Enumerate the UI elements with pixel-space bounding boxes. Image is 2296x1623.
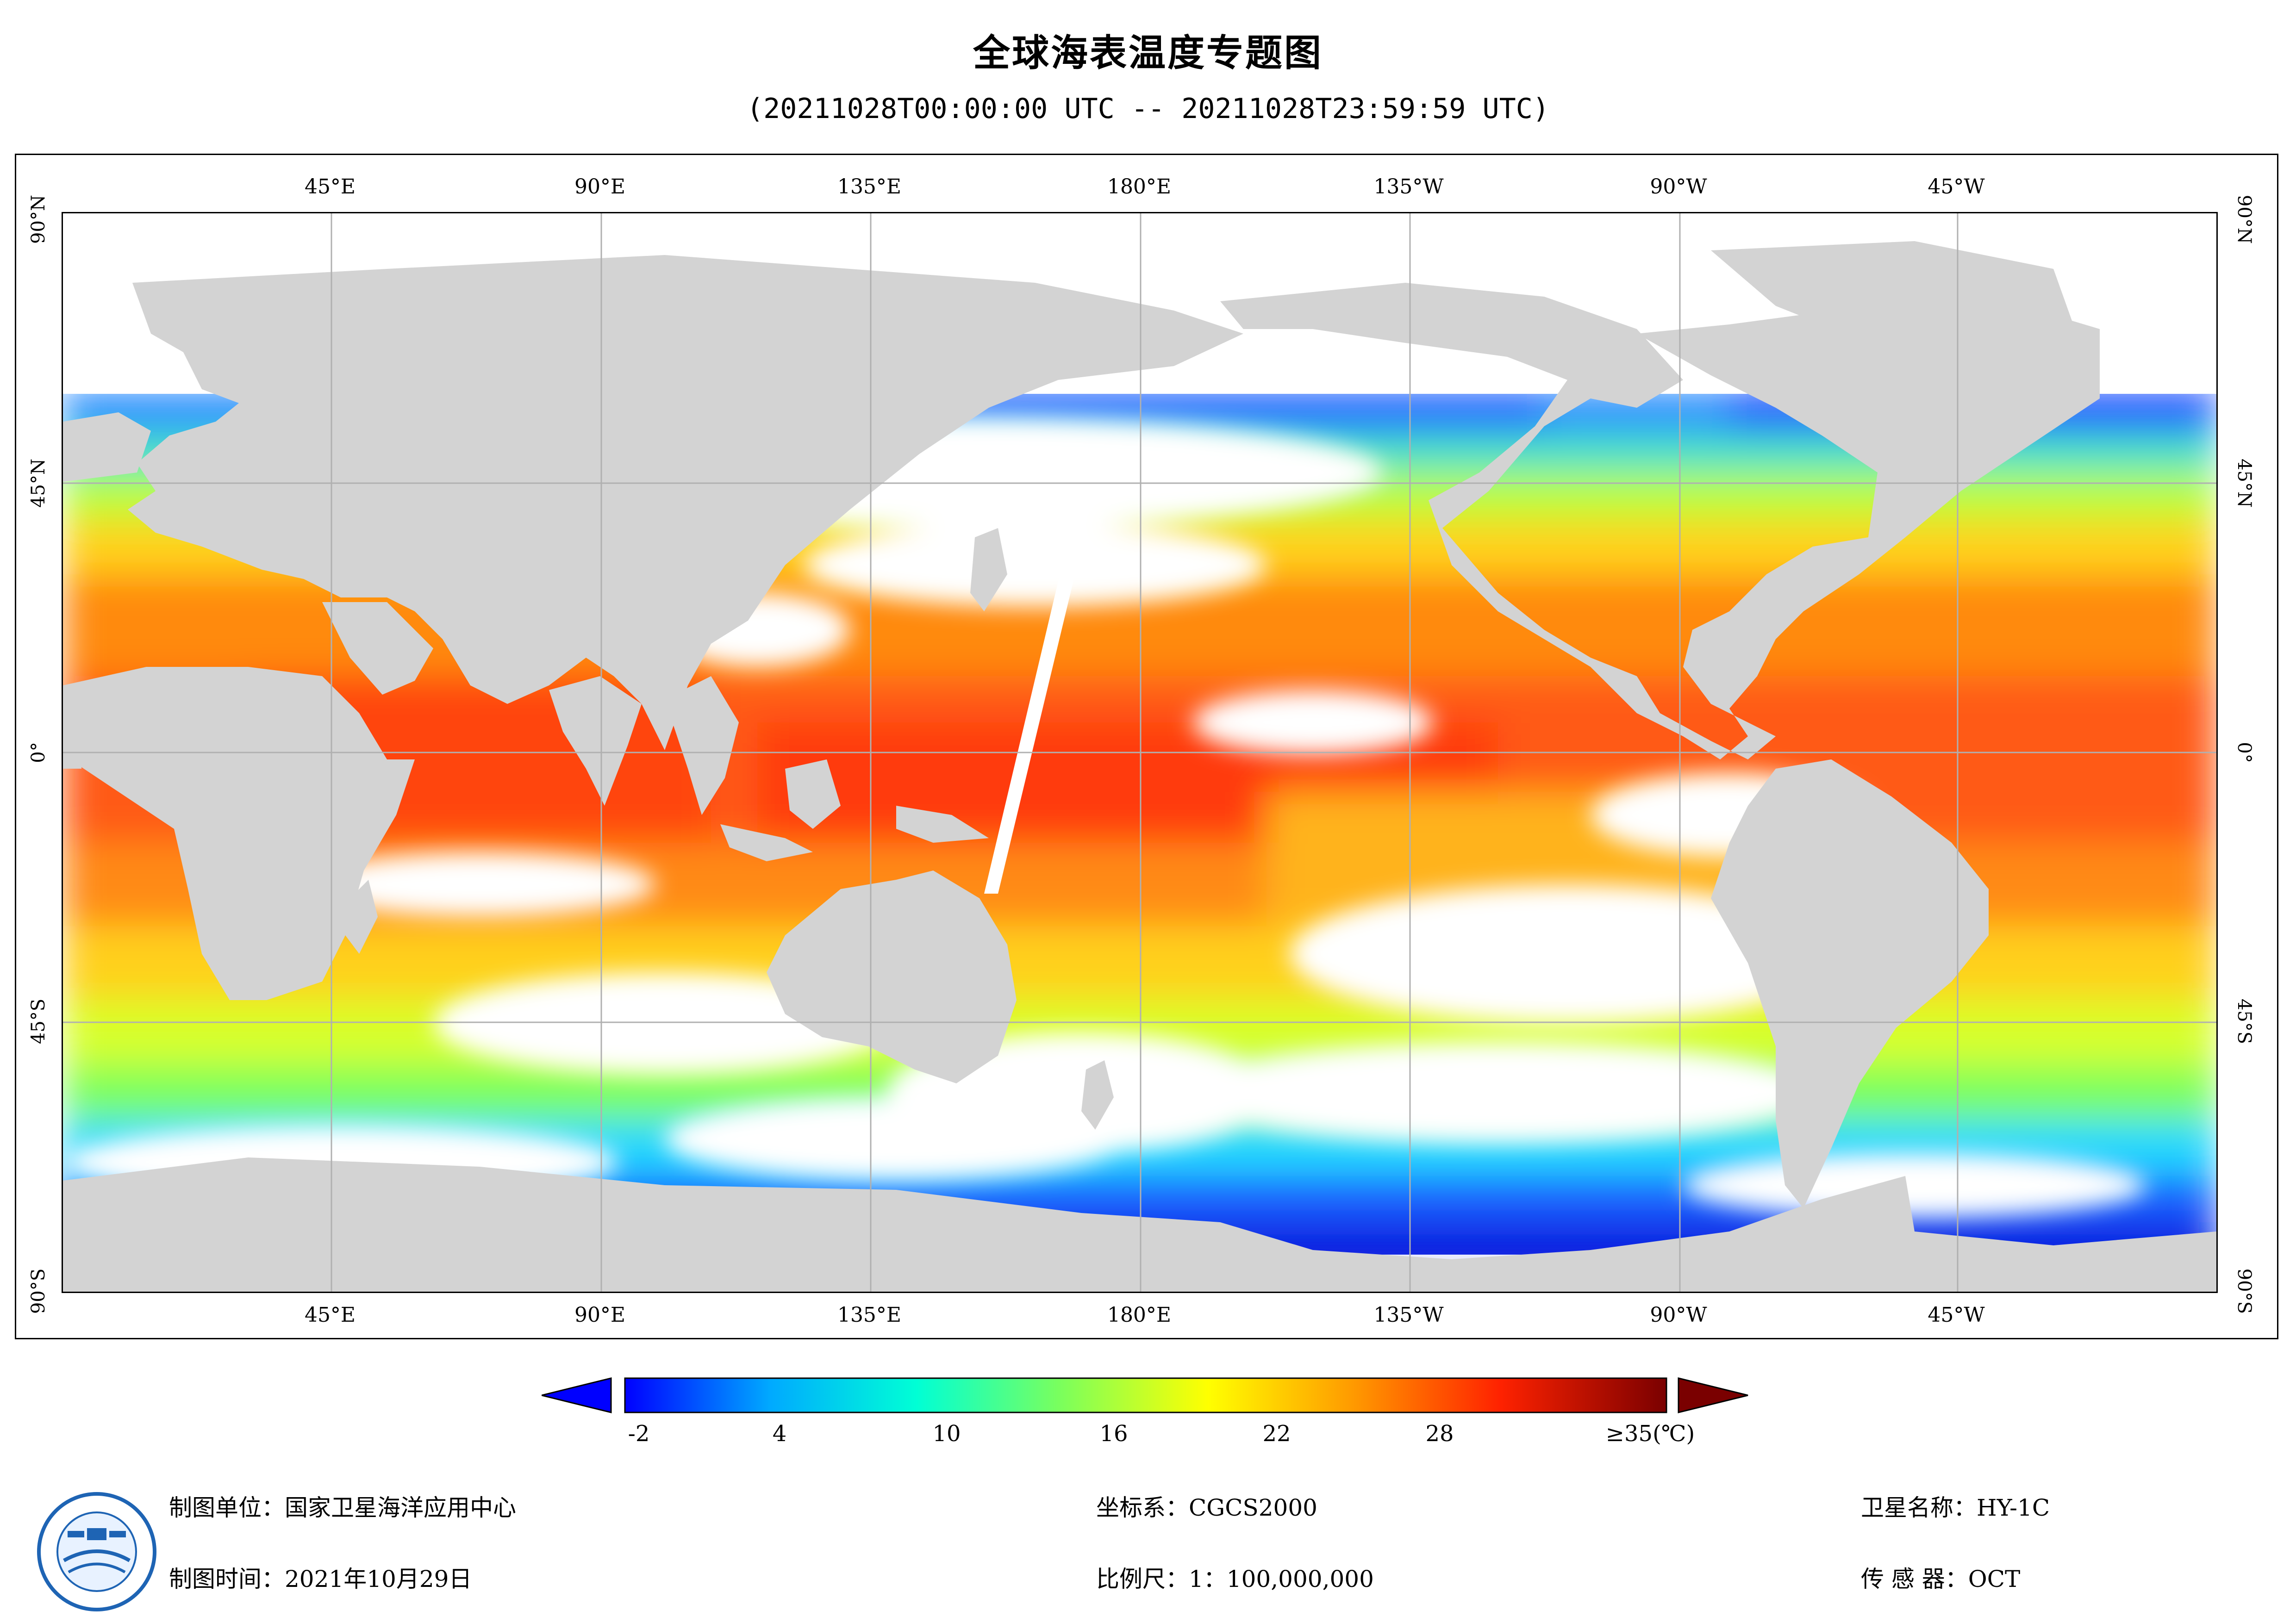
lon-label-top-180e: 180°E bbox=[1107, 175, 1172, 199]
temperature-legend: -2 4 10 16 22 28 ≥35(℃) bbox=[541, 1370, 1754, 1462]
lat-label-right-45n: 45°N bbox=[2234, 459, 2255, 508]
lat-label-left-45n: 45°N bbox=[28, 459, 49, 508]
lat-label-left-45s: 45°S bbox=[28, 998, 49, 1045]
legend-colorbar bbox=[541, 1377, 1748, 1413]
lon-label-bottom-45e: 45°E bbox=[304, 1303, 356, 1327]
lon-label-bottom-180e: 180°E bbox=[1107, 1303, 1172, 1327]
lat-label-right-0: 0° bbox=[2234, 742, 2255, 763]
legend-min-arrow bbox=[541, 1377, 612, 1413]
footer-scale: 比例尺：1：100,000,000 bbox=[1096, 1566, 1374, 1592]
lon-label-top-45w: 45°W bbox=[1928, 175, 1985, 199]
footer-sensor: 传 感 器：OCT bbox=[1861, 1566, 2021, 1592]
lat-label-left-0: 0° bbox=[28, 742, 49, 763]
lon-label-top-135e: 135°E bbox=[837, 175, 902, 199]
sst-map bbox=[62, 212, 2218, 1293]
time-period: (20211028T00:00:00 UTC -- 20211028T23:59… bbox=[747, 93, 1549, 125]
legend-label-16: 16 bbox=[1099, 1421, 1128, 1447]
map-title: 全球海表温度专题图 bbox=[973, 31, 1323, 75]
legend-label-35: ≥35(℃) bbox=[1605, 1421, 1695, 1447]
swath-gap bbox=[984, 533, 1085, 894]
legend-label-4: 4 bbox=[772, 1421, 787, 1447]
footer-date: 制图时间：2021年10月29日 bbox=[169, 1566, 472, 1592]
graticule bbox=[63, 213, 2216, 1292]
legend-max-arrow bbox=[1678, 1377, 1748, 1413]
legend-label-28: 28 bbox=[1425, 1421, 1454, 1447]
legend-label-10: 10 bbox=[932, 1421, 961, 1447]
legend-label-22: 22 bbox=[1262, 1421, 1291, 1447]
footer-org: 制图单位：国家卫星海洋应用中心 bbox=[169, 1494, 516, 1521]
lon-label-bottom-135e: 135°E bbox=[837, 1303, 902, 1327]
legend-gradient-bar bbox=[624, 1377, 1667, 1413]
footer-satellite: 卫星名称：HY-1C bbox=[1861, 1494, 2050, 1521]
map-frame bbox=[15, 154, 2278, 1339]
lat-label-right-90n: 90°N bbox=[2234, 195, 2255, 244]
lon-label-top-90w: 90°W bbox=[1650, 175, 1707, 199]
lat-label-left-90s: 90°S bbox=[28, 1268, 49, 1314]
lon-label-bottom-90w: 90°W bbox=[1650, 1303, 1707, 1327]
footer-crs: 坐标系：CGCS2000 bbox=[1096, 1494, 1317, 1521]
lon-label-top-45e: 45°E bbox=[304, 175, 356, 199]
lon-label-bottom-135w: 135°W bbox=[1373, 1303, 1444, 1327]
lon-label-bottom-90e: 90°E bbox=[574, 1303, 626, 1327]
legend-label-n2: -2 bbox=[628, 1421, 650, 1447]
lon-label-top-90e: 90°E bbox=[574, 175, 626, 199]
sst-map-canvas bbox=[63, 213, 2216, 1292]
lat-label-right-90s: 90°S bbox=[2234, 1268, 2255, 1314]
nsoas-logo-icon bbox=[37, 1492, 156, 1611]
lat-label-right-45s: 45°S bbox=[2234, 998, 2255, 1045]
lon-label-top-135w: 135°W bbox=[1373, 175, 1444, 199]
lat-label-left-90n: 90°N bbox=[28, 195, 49, 244]
lon-label-bottom-45w: 45°W bbox=[1928, 1303, 1985, 1327]
